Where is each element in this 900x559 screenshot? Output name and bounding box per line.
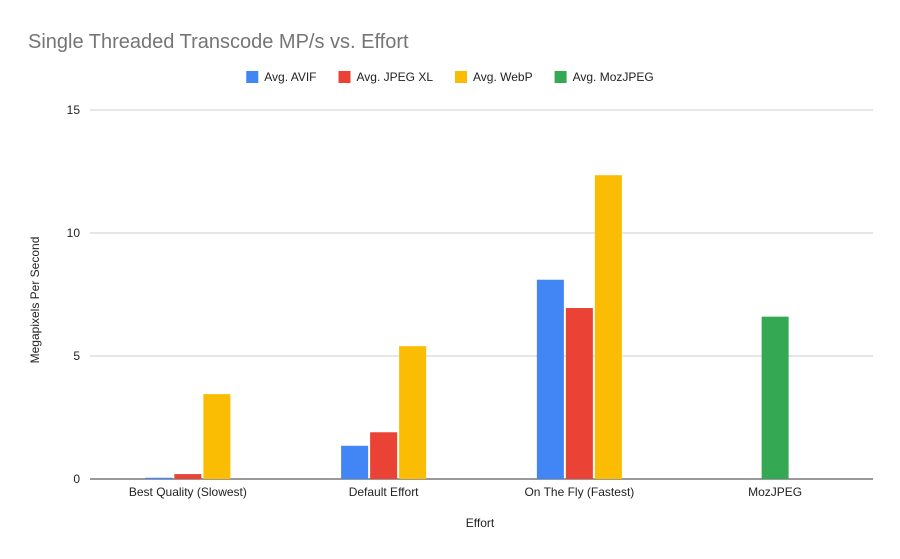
bar	[536, 279, 564, 479]
legend-swatch	[246, 71, 259, 83]
bar	[594, 175, 622, 479]
bar	[370, 432, 398, 479]
legend-label: Avg. JPEG XL	[357, 70, 434, 84]
bar	[203, 394, 231, 479]
y-tick-label: 5	[73, 349, 80, 363]
x-axis-title: Effort	[466, 516, 495, 530]
x-tick-label: Default Effort	[349, 485, 419, 499]
legend-item: Avg. JPEG XL	[338, 70, 434, 84]
legend-swatch	[338, 71, 351, 83]
legend-item: Avg. WebP	[455, 70, 533, 84]
x-axis-tick-labels: Best Quality (Slowest) Default Effort On T…	[129, 485, 802, 499]
y-axis-tick-labels: 0 5 10 15	[67, 103, 81, 486]
bar	[174, 474, 202, 479]
legend-item: Avg. MozJPEG	[554, 70, 654, 84]
legend-item: Avg. AVIF	[246, 70, 317, 84]
legend-label: Avg. WebP	[473, 70, 533, 84]
legend-label: Avg. AVIF	[264, 70, 316, 84]
bar	[341, 445, 369, 479]
x-tick-label: Best Quality (Slowest)	[129, 485, 247, 499]
y-tick-label: 15	[67, 103, 81, 117]
bar	[145, 477, 173, 479]
legend-label: Avg. MozJPEG	[573, 70, 654, 84]
x-tick-label: On The Fly (Fastest)	[524, 485, 634, 499]
bars	[145, 175, 789, 479]
gridlines	[90, 109, 873, 480]
y-tick-label: 0	[73, 472, 80, 486]
chart-title: Single Threaded Transcode MP/s vs. Effor…	[28, 31, 409, 53]
y-axis-title: Megapixels Per Second	[28, 237, 42, 364]
legend: Avg. AVIF Avg. JPEG XL Avg. WebP Avg. MozJP…	[246, 70, 654, 84]
bar	[565, 308, 593, 479]
y-tick-label: 10	[67, 226, 81, 240]
legend-swatch	[455, 71, 467, 83]
x-tick-label: MozJPEG	[748, 485, 802, 499]
legend-swatch	[554, 71, 567, 83]
bar	[399, 346, 427, 479]
bar	[761, 316, 789, 479]
